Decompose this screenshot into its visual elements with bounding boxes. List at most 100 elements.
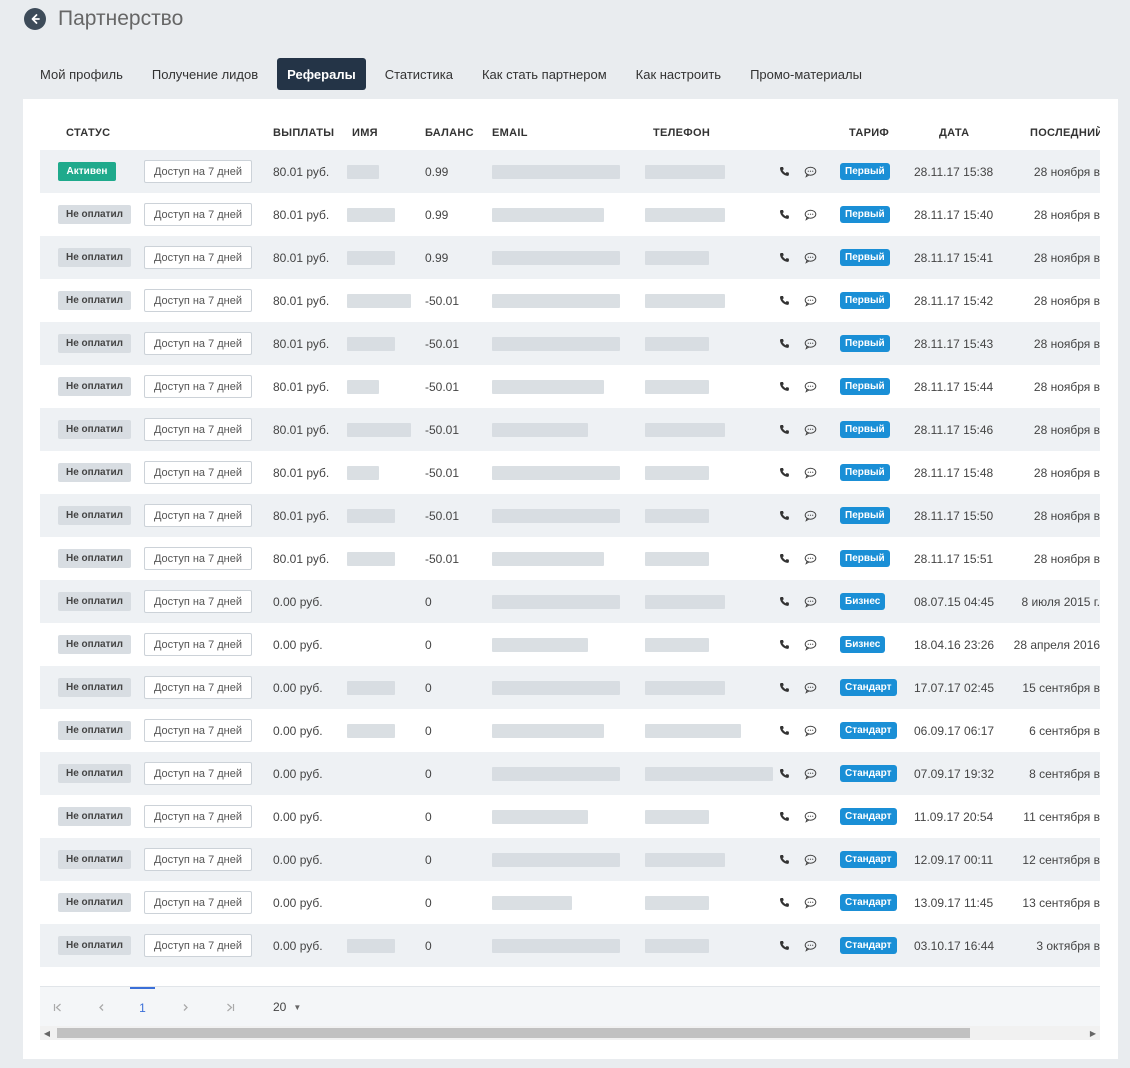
prev-page-icon[interactable] — [92, 987, 110, 1027]
phone-icon[interactable] — [779, 838, 790, 881]
access-7-days-button[interactable]: Доступ на 7 дней — [144, 375, 252, 398]
horizontal-scrollbar[interactable]: ◀ ▶ — [40, 1026, 1100, 1040]
first-page-icon[interactable] — [48, 987, 66, 1027]
access-7-days-button[interactable]: Доступ на 7 дней — [144, 160, 252, 183]
access-7-days-button[interactable]: Доступ на 7 дней — [144, 590, 252, 613]
chat-bubble-icon[interactable] — [804, 752, 817, 795]
chat-bubble-icon[interactable] — [804, 881, 817, 924]
tab-5[interactable]: Как настроить — [635, 66, 722, 82]
phone-icon[interactable] — [779, 666, 790, 709]
phone-icon[interactable] — [779, 881, 790, 924]
tab-6[interactable]: Промо-материалы — [750, 66, 862, 82]
phone-icon[interactable] — [779, 193, 790, 236]
access-7-days-button[interactable]: Доступ на 7 дней — [144, 934, 252, 957]
phone-icon[interactable] — [779, 623, 790, 666]
column-header-status[interactable]: СТАТУС — [66, 127, 111, 139]
access-7-days-button[interactable]: Доступ на 7 дней — [144, 203, 252, 226]
phone-icon[interactable] — [779, 451, 790, 494]
chat-bubble-icon[interactable] — [804, 494, 817, 537]
access-7-days-button[interactable]: Доступ на 7 дней — [144, 848, 252, 871]
next-page-icon[interactable] — [176, 987, 194, 1027]
access-7-days-button[interactable]: Доступ на 7 дней — [144, 547, 252, 570]
access-7-days-button[interactable]: Доступ на 7 дней — [144, 504, 252, 527]
access-7-days-button[interactable]: Доступ на 7 дней — [144, 719, 252, 742]
chat-bubble-icon[interactable] — [804, 279, 817, 322]
masked-email-bar — [492, 422, 588, 437]
column-header-last[interactable]: ПОСЛЕДНИЙ — [1030, 127, 1100, 139]
tab-3[interactable]: Статистика — [384, 66, 453, 82]
email-masked — [492, 193, 604, 236]
chat-bubble-icon[interactable] — [804, 924, 817, 967]
phone-icon[interactable] — [779, 279, 790, 322]
last-seen-value: 3 октября в — [1036, 938, 1100, 953]
access-cell: Доступ на 7 дней — [144, 365, 252, 408]
access-7-days-button[interactable]: Доступ на 7 дней — [144, 891, 252, 914]
chat-bubble-icon[interactable] — [804, 193, 817, 236]
last-page-icon[interactable] — [221, 987, 239, 1027]
last-seen-value: 28 ноября в — [1033, 379, 1100, 394]
phone-icon[interactable] — [779, 752, 790, 795]
scroll-right-icon[interactable]: ▶ — [1089, 1028, 1097, 1038]
column-header-phone[interactable]: ТЕЛЕФОН — [653, 127, 711, 139]
phone-icon[interactable] — [779, 494, 790, 537]
column-header-email[interactable]: EMAIL — [492, 127, 528, 139]
phone-icon[interactable] — [779, 150, 790, 193]
access-7-days-button[interactable]: Доступ на 7 дней — [144, 762, 252, 785]
chat-bubble-icon[interactable] — [804, 666, 817, 709]
column-header-name[interactable]: ИМЯ — [352, 127, 378, 139]
access-7-days-button[interactable]: Доступ на 7 дней — [144, 633, 252, 656]
tab-2[interactable]: Рефералы — [277, 58, 366, 90]
page-size-select[interactable]: 20 ▼ — [273, 987, 301, 1027]
page-1-button[interactable]: 1 — [130, 987, 155, 1027]
last-seen-value: 8 июля 2015 г. — [1021, 594, 1100, 609]
phone-icon[interactable] — [779, 709, 790, 752]
chat-bubble-icon[interactable] — [804, 838, 817, 881]
phone-icon[interactable] — [779, 408, 790, 451]
scroll-left-icon[interactable]: ◀ — [43, 1028, 51, 1038]
access-7-days-button[interactable]: Доступ на 7 дней — [144, 461, 252, 484]
access-7-days-button[interactable]: Доступ на 7 дней — [144, 805, 252, 828]
back-arrow-icon[interactable] — [24, 8, 46, 30]
masked-name-bar — [347, 164, 379, 179]
phone-masked — [645, 580, 725, 623]
balance-value: 0 — [425, 852, 432, 867]
column-header-date[interactable]: ДАТА — [939, 127, 970, 139]
chat-bubble-icon[interactable] — [804, 408, 817, 451]
column-header-payouts[interactable]: ВЫПЛАТЫ — [273, 127, 335, 139]
chat-bubble-icon[interactable] — [804, 795, 817, 838]
chat-bubble-icon[interactable] — [804, 322, 817, 365]
phone-icon[interactable] — [779, 236, 790, 279]
tab-4[interactable]: Как стать партнером — [481, 66, 607, 82]
phone-icon[interactable] — [779, 924, 790, 967]
column-header-tariff[interactable]: ТАРИФ — [849, 127, 890, 139]
table-row: Не оплатил Доступ на 7 дней 0.00 руб. 0 Стан… — [40, 838, 1100, 881]
chat-bubble-icon[interactable] — [804, 537, 817, 580]
scrollbar-thumb[interactable] — [57, 1028, 970, 1038]
access-7-days-button[interactable]: Доступ на 7 дней — [144, 289, 252, 312]
phone-icon[interactable] — [779, 537, 790, 580]
phone-icon[interactable] — [779, 365, 790, 408]
balance-value: 0.99 — [425, 207, 449, 222]
phone-icon[interactable] — [779, 580, 790, 623]
last-seen-value: 28 ноября в — [1033, 551, 1100, 566]
chat-bubble-icon[interactable] — [804, 709, 817, 752]
tab-1[interactable]: Получение лидов — [151, 66, 259, 82]
phone-icon[interactable] — [779, 795, 790, 838]
tab-0[interactable]: Мой профиль — [40, 66, 123, 82]
chat-bubble-icon[interactable] — [804, 236, 817, 279]
chat-bubble-icon[interactable] — [804, 365, 817, 408]
column-header-balance[interactable]: БАЛАНС — [425, 127, 474, 139]
access-7-days-button[interactable]: Доступ на 7 дней — [144, 332, 252, 355]
chat-bubble-icon[interactable] — [804, 580, 817, 623]
chat-bubble-icon[interactable] — [804, 150, 817, 193]
phone-icon[interactable] — [779, 322, 790, 365]
chat-bubble-icon[interactable] — [804, 623, 817, 666]
phone-masked — [645, 193, 725, 236]
access-7-days-button[interactable]: Доступ на 7 дней — [144, 676, 252, 699]
access-7-days-button[interactable]: Доступ на 7 дней — [144, 246, 252, 269]
tab-bar: Мой профиль Получение лидов Рефералы Статис… — [30, 58, 881, 90]
name-masked — [347, 279, 411, 322]
referrals-card: СТАТУС ВЫПЛАТЫ ИМЯ БАЛАНС EMAIL ТЕЛЕФОН … — [23, 99, 1118, 1059]
chat-bubble-icon[interactable] — [804, 451, 817, 494]
access-7-days-button[interactable]: Доступ на 7 дней — [144, 418, 252, 441]
